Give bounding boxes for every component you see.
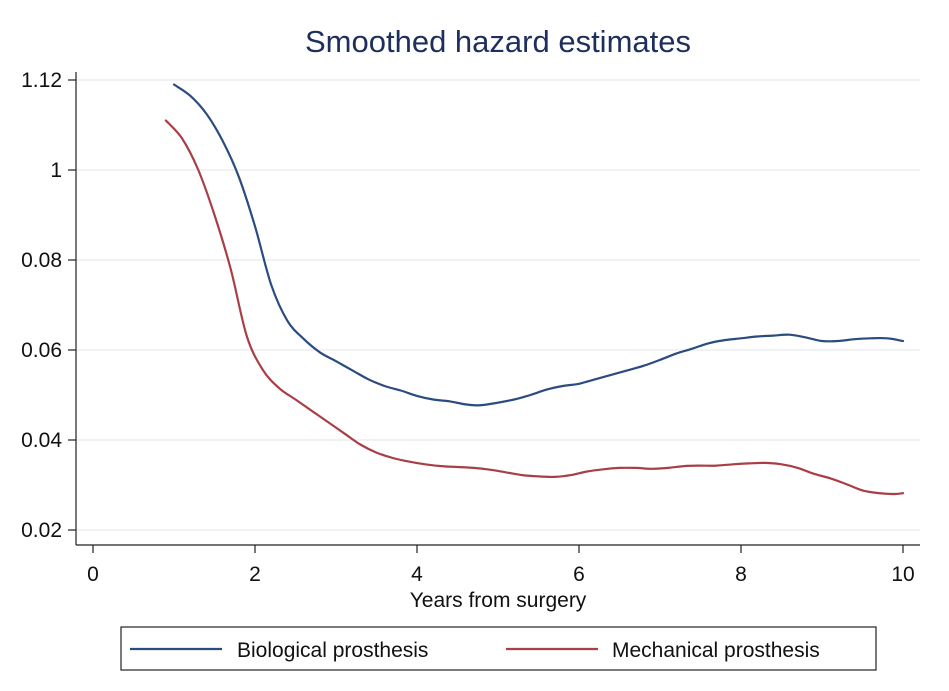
x-axis-label: Years from surgery: [410, 589, 587, 612]
legend-box: [120, 626, 877, 671]
chart-title: Smoothed hazard estimates: [305, 24, 691, 59]
x-tick-label: 10: [891, 563, 914, 586]
x-tick-label: 0: [87, 563, 99, 586]
y-tick-label: 1.12: [21, 69, 62, 92]
legend-label: Mechanical prosthesis: [612, 639, 820, 662]
x-tick-label: 6: [573, 563, 585, 586]
y-tick-label: 0.08: [21, 249, 62, 272]
y-tick-label: 0.04: [21, 429, 62, 452]
grid-lines: [76, 79, 920, 531]
legend: Biological prosthesis Mechanical prosthes…: [120, 626, 877, 671]
legend-label: Biological prosthesis: [237, 639, 428, 662]
axes: 0.02 0.04 0.06 0.08 1 1.12 0 2 4 6 8 10: [21, 69, 920, 586]
x-tick-label: 8: [735, 563, 747, 586]
x-tick-label: 4: [411, 563, 423, 586]
y-tick-label: 0.06: [21, 339, 62, 362]
y-tick-label: 0.02: [21, 519, 62, 542]
x-tick-label: 2: [249, 563, 261, 586]
y-tick-label: 1: [50, 159, 62, 182]
series-line-biological: [172, 83, 905, 407]
series-line-mechanical: [164, 119, 905, 496]
series-lines: [164, 83, 905, 496]
